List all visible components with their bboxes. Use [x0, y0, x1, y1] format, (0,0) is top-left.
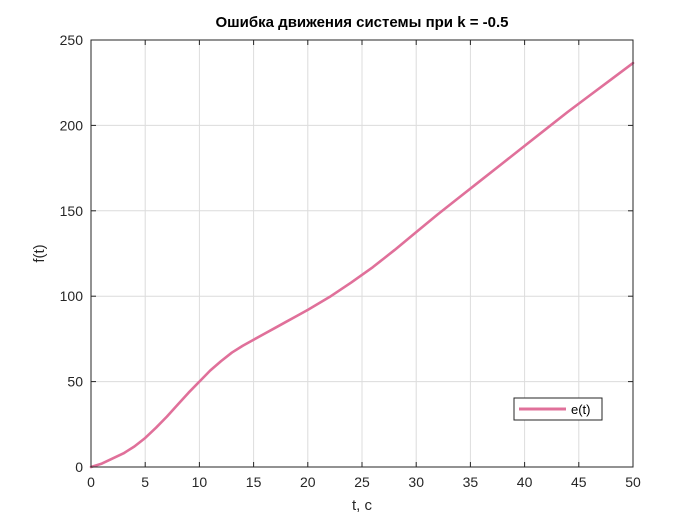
y-tick-label: 250 — [60, 32, 84, 48]
y-axis-ticks: 0 50 100 150 200 250 — [60, 32, 633, 475]
y-tick-label: 100 — [60, 288, 84, 304]
y-tick-label: 0 — [75, 459, 83, 475]
x-tick-label: 50 — [625, 474, 641, 490]
y-axis-label: f(t) — [31, 244, 48, 262]
x-tick-label: 0 — [87, 474, 95, 490]
x-axis-ticks: 0 5 10 15 20 25 30 35 40 45 50 — [87, 40, 641, 490]
chart-title: Ошибка движения системы при k = -0.5 — [216, 14, 509, 31]
x-tick-label: 10 — [192, 474, 208, 490]
x-axis-label: t, c — [352, 497, 373, 514]
x-tick-label: 15 — [246, 474, 262, 490]
x-tick-label: 5 — [141, 474, 149, 490]
y-tick-label: 50 — [67, 374, 83, 390]
series-layer — [89, 61, 635, 469]
x-tick-label: 35 — [463, 474, 479, 490]
x-tick-label: 40 — [517, 474, 533, 490]
x-tick-label: 20 — [300, 474, 316, 490]
y-tick-label: 200 — [60, 117, 84, 133]
series-line — [89, 61, 635, 469]
legend-entry-label: e(t) — [571, 402, 591, 417]
y-tick-label: 150 — [60, 203, 84, 219]
x-tick-label: 45 — [571, 474, 587, 490]
grid-lines — [91, 40, 633, 467]
plot-frame — [90, 39, 634, 468]
legend: e(t) — [513, 397, 603, 421]
x-tick-label: 25 — [354, 474, 370, 490]
x-tick-label: 30 — [408, 474, 424, 490]
